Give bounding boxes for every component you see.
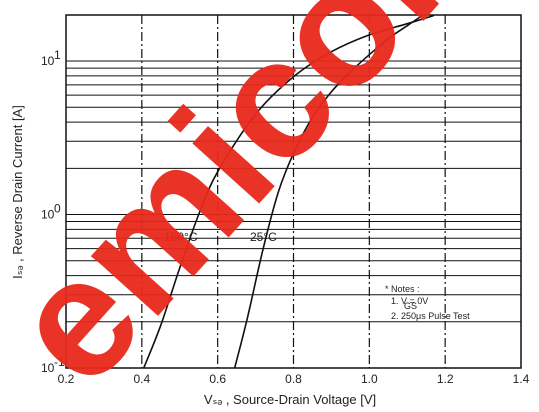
- notes-box: * Notes : 1. V = 0V GS 2. 250μs Pulse Te…: [385, 284, 470, 321]
- curve-label-150c: 150°C: [164, 230, 198, 244]
- x-tick-label: 0.4: [133, 372, 150, 386]
- y-tick-exponent: 0: [54, 202, 61, 216]
- plot-frame: [65, 14, 522, 369]
- notes-title: * Notes :: [385, 284, 420, 294]
- x-tick-label: 1.2: [437, 372, 454, 386]
- x-tick-label: 0.2: [58, 372, 75, 386]
- y-tick-exponent: 1: [54, 48, 61, 62]
- note-1-subscript: GS: [404, 301, 417, 311]
- x-axis-label: Vₛₔ , Source-Drain Voltage [V]: [204, 392, 376, 407]
- note-2: 2. 250μs Pulse Test: [391, 311, 470, 321]
- curve-label-25c: 25°C: [250, 230, 277, 244]
- x-tick-labels: 0.2 0.4 0.6 0.8 1.0 1.2 1.4: [58, 372, 530, 386]
- series-line-1: [233, 14, 423, 369]
- series-line-0: [142, 14, 435, 369]
- note-1: 1. V = 0V: [391, 296, 428, 306]
- x-tick-label: 0.6: [209, 372, 226, 386]
- y-axis-label: Iₛₔ , Reverse Drain Current [A]: [10, 105, 25, 279]
- x-tick-label: 1.0: [361, 372, 378, 386]
- y-tick-label: 10: [41, 208, 55, 222]
- watermark: emicon: [0, 0, 513, 412]
- curves: [142, 14, 435, 369]
- y-tick-label: 10: [41, 54, 55, 68]
- y-tick-exponent: -1: [54, 355, 65, 369]
- x-tick-label: 1.4: [513, 372, 530, 386]
- y-tick-label: 10: [41, 361, 55, 375]
- x-tick-label: 0.8: [285, 372, 302, 386]
- grid: [66, 15, 521, 369]
